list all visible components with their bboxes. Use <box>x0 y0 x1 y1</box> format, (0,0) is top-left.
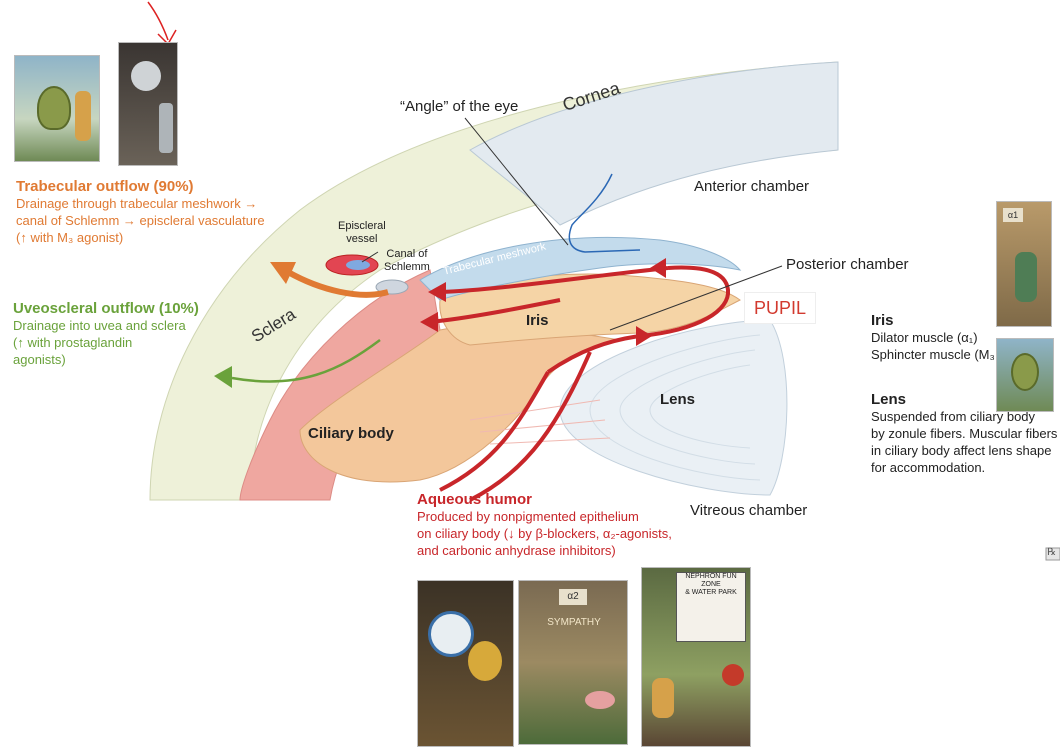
lens-note-line: Suspended from ciliary body <box>871 409 1036 424</box>
nephron-sign-line: NEPHRON FUN ZONE <box>685 573 737 588</box>
lens-label: Lens <box>660 391 696 408</box>
trabecular-line: canal of Schlemm → episcleral vasculatur… <box>16 213 265 228</box>
thumbnail-alpha2-scene: α2 SYMPATHY <box>518 580 628 745</box>
uveoscleral-outflow-title: Uveoscleral outflow (10%) <box>13 300 199 317</box>
thumbnail-beta-blocker-scene <box>417 580 514 747</box>
person-illustration <box>652 678 674 718</box>
rx-mark-label: ℞ <box>1047 547 1056 558</box>
uveoscleral-outflow-block: Uveoscleral outflow (10%) Drainage into … <box>13 300 199 368</box>
trabecular-outflow-arrow <box>286 269 389 298</box>
tuba-illustration <box>468 641 502 681</box>
lens-note-line: in ciliary body affect lens shape <box>871 443 1052 458</box>
uveoscleral-outflow-arrowhead <box>214 366 232 388</box>
red-annotation-mark <box>147 1 177 46</box>
rx-badge <box>1045 547 1060 561</box>
alpha1-sign: α1 <box>1003 208 1023 222</box>
aqueous-line: on ciliary body (↓ by β-blockers, α₂-ago… <box>417 526 672 541</box>
aqueous-line: and carbonic anhydrase inhibitors) <box>417 543 616 558</box>
helmet-illustration <box>131 61 161 91</box>
anterior-chamber-label: Anterior chamber <box>694 178 810 195</box>
net-bag-illustration <box>1011 353 1039 391</box>
pupil-label: PUPIL <box>744 292 816 324</box>
lens-shape <box>559 319 788 496</box>
episcleral-vessel-label-line: Episcleral <box>338 220 386 232</box>
thumbnail-alpha1-scene: α1 <box>996 201 1052 327</box>
trabecular-meshwork-shape <box>419 236 742 301</box>
trabecular-outflow-arrowhead <box>270 262 296 284</box>
zonule-fibers <box>469 399 611 445</box>
balloon-illustration <box>722 664 744 686</box>
canal-of-schlemm-label: Canal of Schlemm <box>384 248 430 274</box>
trabecular-line: Drainage through trabecular meshwork → <box>16 196 258 211</box>
iris-note-title: Iris <box>871 312 894 329</box>
alpha2-sign: α2 <box>559 589 587 605</box>
iris-note-line: Dilator muscle (α₁) <box>871 330 978 345</box>
uveoscleral-line: Drainage into uvea and sclera <box>13 318 186 333</box>
lens-note-line: for accommodation. <box>871 460 986 475</box>
thumbnail-nephron-scene: NEPHRON FUN ZONE & WATER PARK <box>641 567 751 747</box>
iris-note-block: Iris Dilator muscle (α₁) Sphincter muscl… <box>871 312 995 363</box>
angle-of-eye-label: “Angle” of the eye <box>400 98 519 115</box>
episcleral-vessel-label: Episcleral vessel <box>338 220 386 246</box>
tank-illustration <box>159 103 173 153</box>
uveoscleral-line: agonists) <box>13 352 66 367</box>
posterior-chamber-label: Posterior chamber <box>786 256 909 273</box>
lens-note-block: Lens Suspended from ciliary body by zonu… <box>871 391 1057 476</box>
net-bag-illustration <box>37 86 71 130</box>
sympathy-sign: SYMPATHY <box>547 617 601 628</box>
trabecular-line: (↑ with M₃ agonist) <box>16 230 124 245</box>
episcleral-vessel-label-line: vessel <box>346 233 378 245</box>
aqueous-humor-block: Aqueous humor Produced by nonpigmented e… <box>417 491 672 559</box>
lens-note-title: Lens <box>871 391 907 408</box>
canal-label-line: Schlemm <box>384 261 430 273</box>
trabecular-outflow-title: Trabecular outflow (90%) <box>16 178 194 195</box>
episcleral-vessel-lumen <box>346 260 370 270</box>
nephron-sign: NEPHRON FUN ZONE & WATER PARK <box>676 572 746 642</box>
uveoscleral-line: (↑ with prostaglandin <box>13 335 133 350</box>
vitreous-chamber-label: Vitreous chamber <box>690 502 808 519</box>
ciliary-body-label: Ciliary body <box>308 425 394 442</box>
thumbnail-canal-scene <box>118 42 178 166</box>
lens-note-line: by zonule fibers. Muscular fibers <box>871 426 1058 441</box>
aqueous-humor-title: Aqueous humor <box>417 491 532 508</box>
aqueous-flow-arrows <box>429 265 731 502</box>
leader-lines <box>361 117 783 331</box>
thumbnail-net-scene <box>996 338 1054 412</box>
pig-illustration <box>585 691 615 709</box>
angle-indicator-arc <box>568 173 641 253</box>
aqueous-flow-arrowheads <box>420 258 666 346</box>
person-illustration <box>1015 252 1037 302</box>
eyeball-illustration <box>428 611 474 657</box>
iris-label: Iris <box>526 312 549 329</box>
cornea-shape <box>469 61 839 226</box>
iris-note-line: Sphincter muscle (M₃ <box>871 347 995 362</box>
aqueous-line: Produced by nonpigmented epithelium <box>417 509 639 524</box>
lens-contour-lines <box>589 334 761 481</box>
trabecular-outflow-block: Trabecular outflow (90%) Drainage throug… <box>16 178 265 246</box>
nephron-sign-line: & WATER PARK <box>685 589 737 596</box>
canal-label-line: Canal of <box>386 248 428 260</box>
person-illustration <box>75 91 91 141</box>
uveoscleral-outflow-arrow <box>231 338 381 383</box>
thumbnail-trabecular-scene <box>14 55 100 162</box>
